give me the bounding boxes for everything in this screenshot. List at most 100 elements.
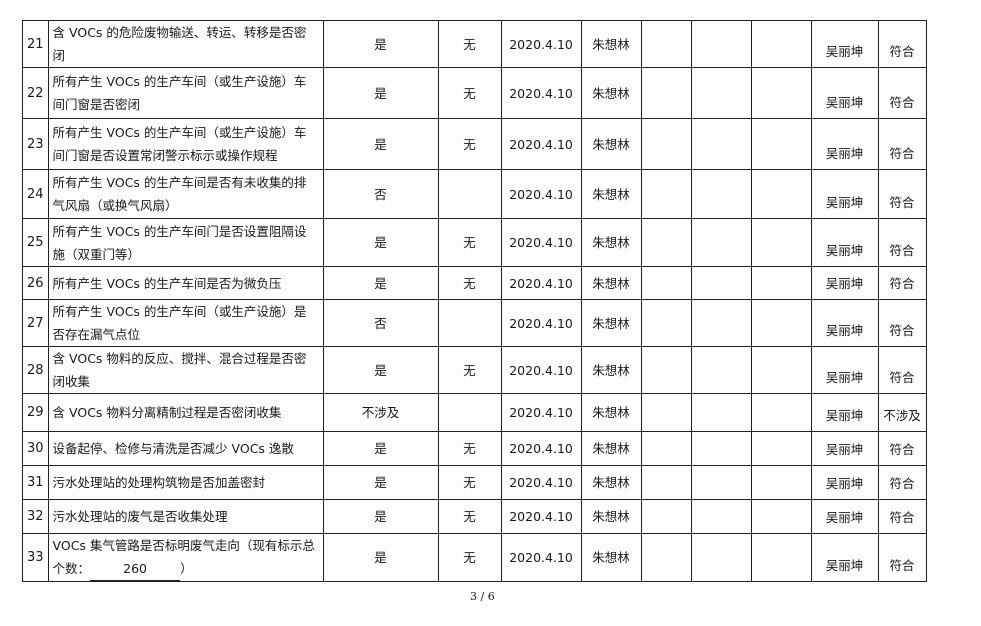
check-item: 所有产生 VOCs 的生产车间是否有未收集的排气风扇（或换气风扇） <box>47 169 324 219</box>
remark: 无 <box>437 67 502 119</box>
check-result: 否 <box>322 299 439 347</box>
inspector: 吴丽坤 <box>810 266 879 300</box>
inspector: 吴丽坤 <box>810 346 879 394</box>
row-number: 24 <box>22 169 49 219</box>
table-row: 31 污水处理站的处理构筑物是否加盖密封是无 2020.4.10 朱想林 吴丽坤 符合 <box>22 465 927 500</box>
conclusion: 符合 <box>877 20 927 68</box>
blank-1 <box>640 118 692 170</box>
checker: 朱想林 <box>580 431 642 466</box>
inspector: 吴丽坤 <box>810 218 879 267</box>
table-row: 30 设备起停、检修与清洗是否减少 VOCs 逸散是无 2020.4.10 朱想林 吴丽… <box>22 431 927 466</box>
remark: 无 <box>437 218 502 267</box>
check-date: 2020.4.10 <box>500 218 582 267</box>
conclusion: 符合 <box>877 67 927 119</box>
checker: 朱想林 <box>580 20 642 68</box>
item-end: ） <box>180 561 193 576</box>
blank-2 <box>690 67 752 119</box>
check-item: 所有产生 VOCs 的生产车间（或生产设施）车间门窗是否密闭 <box>47 67 324 119</box>
conclusion: 符合 <box>877 499 927 534</box>
blank-3 <box>750 346 812 394</box>
blank-1 <box>640 465 692 500</box>
inspector: 吴丽坤 <box>810 465 879 500</box>
checker: 朱想林 <box>580 67 642 119</box>
blank-2 <box>690 533 752 582</box>
check-result: 是 <box>322 431 439 466</box>
check-date: 2020.4.10 <box>500 465 582 500</box>
check-item: VOCs 集气管路是否标明废气走向（现有标示总个数： 260） <box>47 533 324 582</box>
check-result: 是 <box>322 533 439 582</box>
blank-3 <box>750 465 812 500</box>
checker: 朱想林 <box>580 533 642 582</box>
row-number: 23 <box>22 118 49 170</box>
blank-2 <box>690 499 752 534</box>
blank-2 <box>690 346 752 394</box>
remark: 无 <box>437 20 502 68</box>
row-number: 25 <box>22 218 49 267</box>
remark: 无 <box>437 533 502 582</box>
table-row: 28 含 VOCs 物料的反应、搅拌、混合过程是否密闭收集是无 2020.4.10 朱… <box>22 346 927 394</box>
inspector: 吴丽坤 <box>810 533 879 582</box>
row-number: 28 <box>22 346 49 394</box>
remark: 无 <box>437 266 502 300</box>
inspector: 吴丽坤 <box>810 299 879 347</box>
conclusion: 符合 <box>877 169 927 219</box>
row-number: 29 <box>22 393 49 432</box>
check-date: 2020.4.10 <box>500 431 582 466</box>
check-date: 2020.4.10 <box>500 266 582 300</box>
remark: 无 <box>437 499 502 534</box>
row-number: 31 <box>22 465 49 500</box>
check-date: 2020.4.10 <box>500 393 582 432</box>
blank-3 <box>750 20 812 68</box>
blank-2 <box>690 299 752 347</box>
blank-1 <box>640 533 692 582</box>
inspector: 吴丽坤 <box>810 431 879 466</box>
check-item: 含 VOCs 的危险废物输送、转运、转移是否密闭 <box>47 20 324 68</box>
table-row: 33 VOCs 集气管路是否标明废气走向（现有标示总个数： 260）是无 2020.4… <box>22 533 927 582</box>
blank-3 <box>750 533 812 582</box>
blank-1 <box>640 346 692 394</box>
conclusion: 符合 <box>877 299 927 347</box>
table-row: 25 所有产生 VOCs 的生产车间门是否设置阻隔设施（双重门等）是无 2020.4… <box>22 218 927 267</box>
blank-1 <box>640 299 692 347</box>
check-item: 所有产生 VOCs 的生产车间是否为微负压 <box>47 266 324 300</box>
blank-2 <box>690 431 752 466</box>
conclusion: 符合 <box>877 465 927 500</box>
row-number: 21 <box>22 20 49 68</box>
check-date: 2020.4.10 <box>500 346 582 394</box>
table-row: 29 含 VOCs 物料分离精制过程是否密闭收集 不涉及 2020.4.10 朱想林 吴丽… <box>22 393 927 432</box>
table-row: 27 所有产生 VOCs 的生产车间（或生产设施）是否存在漏气点位否 2020.4.… <box>22 299 927 347</box>
check-item: 污水处理站的废气是否收集处理 <box>47 499 324 534</box>
blank-1 <box>640 169 692 219</box>
check-result: 是 <box>322 67 439 119</box>
blank-3 <box>750 218 812 267</box>
check-result: 不涉及 <box>322 393 439 432</box>
inspector: 吴丽坤 <box>810 499 879 534</box>
checker: 朱想林 <box>580 465 642 500</box>
conclusion: 符合 <box>877 266 927 300</box>
check-result: 是 <box>322 465 439 500</box>
conclusion: 符合 <box>877 118 927 170</box>
page-number: 3 / 6 <box>470 590 495 603</box>
inspector: 吴丽坤 <box>810 169 879 219</box>
blank-1 <box>640 499 692 534</box>
blank-1 <box>640 266 692 300</box>
inspector: 吴丽坤 <box>810 393 879 432</box>
checker: 朱想林 <box>580 218 642 267</box>
blank-3 <box>750 67 812 119</box>
row-number: 33 <box>22 533 49 582</box>
inspection-table: 21 含 VOCs 的危险废物输送、转运、转移是否密闭是无 2020.4.10 朱想林… <box>22 20 927 582</box>
row-number: 26 <box>22 266 49 300</box>
check-date: 2020.4.10 <box>500 533 582 582</box>
check-date: 2020.4.10 <box>500 299 582 347</box>
check-item: 设备起停、检修与清洗是否减少 VOCs 逸散 <box>47 431 324 466</box>
checker: 朱想林 <box>580 499 642 534</box>
check-item: 所有产生 VOCs 的生产车间（或生产设施）是否存在漏气点位 <box>47 299 324 347</box>
check-item: 所有产生 VOCs 的生产车间（或生产设施）车间门窗是否设置常闭警示标示或操作规… <box>47 118 324 170</box>
check-result: 是 <box>322 20 439 68</box>
check-result: 是 <box>322 346 439 394</box>
blank-3 <box>750 266 812 300</box>
blank-1 <box>640 218 692 267</box>
blank-2 <box>690 465 752 500</box>
blank-3 <box>750 499 812 534</box>
checker: 朱想林 <box>580 299 642 347</box>
